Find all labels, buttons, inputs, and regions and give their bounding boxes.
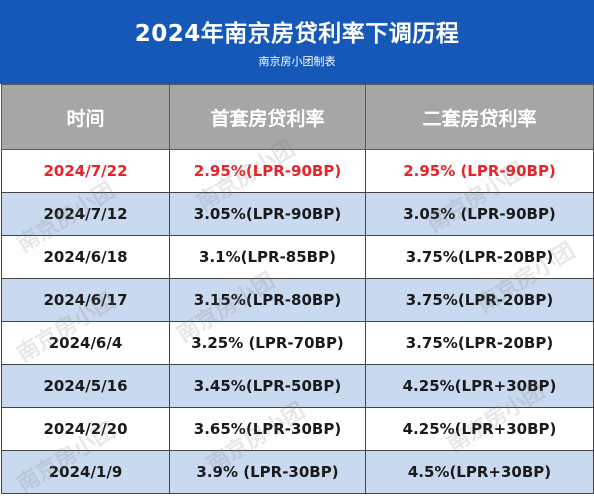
column-header-second-home-rate: 二套房贷利率 <box>365 84 594 150</box>
second-home-rate-cell: 4.5%(LPR+30BP) <box>365 450 594 494</box>
second-home-rate-cell: 3.75%(LPR-20BP) <box>365 321 594 365</box>
table-row: 2024/6/18 3.1%(LPR-85BP) 3.75%(LPR-20BP) <box>1 235 594 279</box>
date-cell: 2024/2/20 <box>1 407 170 451</box>
title-bar: 2024年南京房贷利率下调历程 南京房小团制表 <box>0 0 594 84</box>
date-cell: 2024/1/9 <box>1 450 170 494</box>
first-home-rate-cell: 3.05%(LPR-90BP) <box>169 192 366 236</box>
second-home-rate-cell: 3.75%(LPR-20BP) <box>365 278 594 322</box>
table-row: 2024/6/4 3.25% (LPR-70BP) 3.75%(LPR-20BP… <box>1 321 594 365</box>
second-home-rate-cell: 2.95% (LPR-90BP) <box>365 149 594 193</box>
date-cell: 2024/5/16 <box>1 364 170 408</box>
table-row: 2024/6/17 3.15%(LPR-80BP) 3.75%(LPR-20BP… <box>1 278 594 322</box>
table-row: 2024/5/16 3.45%(LPR-50BP) 4.25%(LPR+30BP… <box>1 364 594 408</box>
first-home-rate-cell: 3.65%(LPR-30BP) <box>169 407 366 451</box>
date-cell: 2024/6/17 <box>1 278 170 322</box>
date-cell: 2024/7/22 <box>1 149 170 193</box>
first-home-rate-cell: 3.45%(LPR-50BP) <box>169 364 366 408</box>
second-home-rate-cell: 3.05% (LPR-90BP) <box>365 192 594 236</box>
date-cell: 2024/7/12 <box>1 192 170 236</box>
first-home-rate-cell: 3.15%(LPR-80BP) <box>169 278 366 322</box>
column-header-date: 时间 <box>1 84 170 150</box>
table-header-row: 时间 首套房贷利率 二套房贷利率 <box>1 84 594 150</box>
first-home-rate-cell: 3.9% (LPR-30BP) <box>169 450 366 494</box>
first-home-rate-cell: 3.1%(LPR-85BP) <box>169 235 366 279</box>
first-home-rate-cell: 2.95%(LPR-90BP) <box>169 149 366 193</box>
table-row: 2024/7/12 3.05%(LPR-90BP) 3.05% (LPR-90B… <box>1 192 594 236</box>
table-row: 2024/2/20 3.65%(LPR-30BP) 4.25%(LPR+30BP… <box>1 407 594 451</box>
page-title: 2024年南京房贷利率下调历程 <box>134 21 460 47</box>
column-header-first-home-rate: 首套房贷利率 <box>169 84 366 150</box>
first-home-rate-cell: 3.25% (LPR-70BP) <box>169 321 366 365</box>
second-home-rate-cell: 4.25%(LPR+30BP) <box>365 407 594 451</box>
rate-table: 时间 首套房贷利率 二套房贷利率 2024/7/22 2.95%(LPR-90B… <box>1 84 594 494</box>
second-home-rate-cell: 4.25%(LPR+30BP) <box>365 364 594 408</box>
second-home-rate-cell: 3.75%(LPR-20BP) <box>365 235 594 279</box>
date-cell: 2024/6/4 <box>1 321 170 365</box>
page-subtitle: 南京房小团制表 <box>258 55 336 68</box>
date-cell: 2024/6/18 <box>1 235 170 279</box>
table-row: 2024/1/9 3.9% (LPR-30BP) 4.5%(LPR+30BP) <box>1 450 594 494</box>
table-row: 2024/7/22 2.95%(LPR-90BP) 2.95% (LPR-90B… <box>1 149 594 193</box>
